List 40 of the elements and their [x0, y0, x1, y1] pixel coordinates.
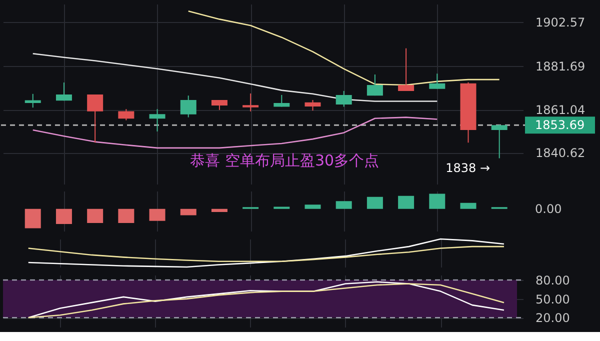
- ref-line-label: 1853.69: [535, 118, 585, 132]
- candlestick: [491, 124, 508, 159]
- candlestick: [366, 74, 383, 96]
- candlestick: [180, 95, 196, 118]
- bar: [24, 208, 41, 228]
- candlestick: [118, 108, 134, 121]
- candlestick: [398, 48, 414, 92]
- bar: [56, 208, 72, 224]
- y-tick-label: 1840.62: [536, 146, 586, 160]
- y-tick-label: 80.00: [536, 274, 570, 288]
- y-tick-label: 1881.69: [536, 60, 586, 74]
- candlestick: [149, 108, 166, 132]
- line-series: [32, 116, 438, 149]
- bar: [398, 196, 414, 209]
- bar: [87, 208, 104, 224]
- bar: [180, 208, 196, 216]
- bar: [336, 201, 352, 209]
- y-tick-label: 50.00: [536, 292, 570, 306]
- bar: [304, 204, 321, 209]
- candlestick: [56, 82, 72, 102]
- candlestick: [87, 94, 104, 144]
- candlestick: [429, 73, 446, 90]
- annotation: 1838 →: [446, 160, 490, 175]
- bar: [366, 196, 383, 209]
- candlestick: [211, 100, 228, 110]
- bar: [118, 208, 134, 224]
- bar: [429, 194, 446, 209]
- candlestick: [242, 92, 259, 112]
- y-tick-label: 20.00: [536, 311, 570, 326]
- bar: [211, 208, 228, 212]
- bar: [149, 208, 166, 221]
- bar: [460, 202, 476, 209]
- candlestick: [336, 90, 352, 108]
- y-tick-label: 1861.04: [536, 103, 586, 118]
- annotation: 恭喜 空单布局止盈30多个点: [190, 152, 380, 170]
- candlestick: [304, 100, 321, 112]
- y-tick-label: 1902.57: [536, 16, 586, 30]
- candlestick: [24, 93, 41, 108]
- candlestick: [274, 94, 290, 108]
- text: 0.00: [535, 202, 562, 216]
